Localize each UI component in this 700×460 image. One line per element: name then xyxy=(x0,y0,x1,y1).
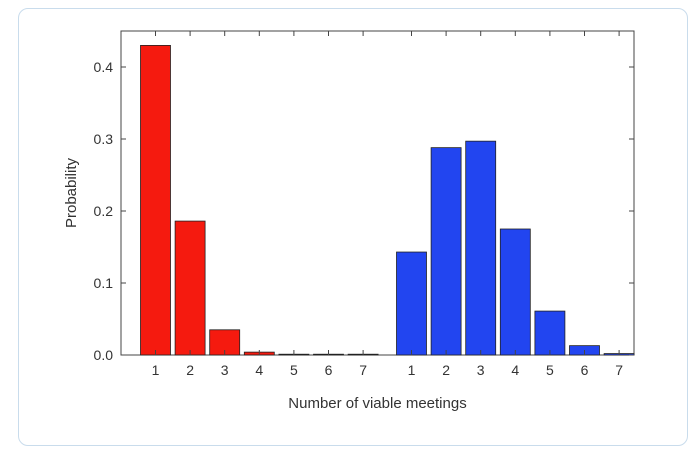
x-tick-label: 2 xyxy=(442,362,450,378)
y-tick-label: 0.4 xyxy=(94,59,114,75)
chart-card xyxy=(18,8,688,446)
bar xyxy=(499,228,531,356)
y-axis-title: Probability xyxy=(63,157,80,228)
x-tick-label: 6 xyxy=(581,362,589,378)
x-tick-label: 4 xyxy=(255,362,263,378)
bar xyxy=(396,251,427,356)
x-tick-label: 1 xyxy=(152,362,160,378)
bar xyxy=(534,310,566,356)
x-tick-label: 7 xyxy=(359,362,367,378)
bars xyxy=(140,45,635,356)
y-tick-label: 0.3 xyxy=(94,131,114,147)
x-axis-title: Number of viable meetings xyxy=(288,395,466,412)
x-tick-label: 7 xyxy=(615,362,623,378)
bar xyxy=(140,45,171,356)
bar xyxy=(430,147,462,356)
y-axis: 0.0 0.1 0.2 0.3 0.4 xyxy=(94,59,634,363)
x-tick-label: 3 xyxy=(221,362,229,378)
x-tick-label: 6 xyxy=(325,362,333,378)
y-tick-label: 0.2 xyxy=(94,203,114,219)
x-tick-label: 4 xyxy=(511,362,519,378)
x-tick-label: 5 xyxy=(546,362,554,378)
x-tick-label: 2 xyxy=(186,362,194,378)
x-tick-label: 5 xyxy=(290,362,298,378)
y-tick-label: 0.0 xyxy=(94,347,114,363)
x-axis: 1 2 3 4 5 6 7 1 2 3 4 5 6 7 xyxy=(152,31,623,378)
bar xyxy=(465,140,497,356)
x-tick-label: 1 xyxy=(408,362,416,378)
bar xyxy=(174,220,206,356)
x-tick-label: 3 xyxy=(477,362,485,378)
y-tick-label: 0.1 xyxy=(94,275,114,291)
